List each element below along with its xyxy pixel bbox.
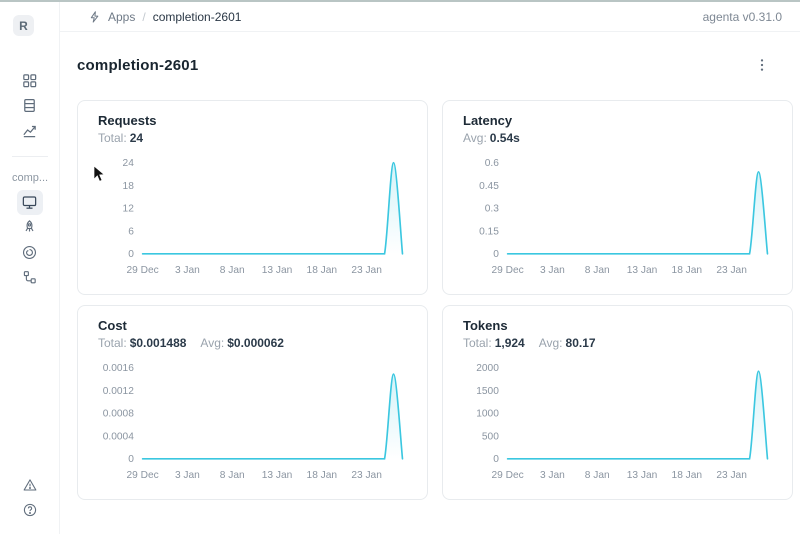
page-title: completion-2601 (77, 56, 199, 74)
svg-text:18 Jan: 18 Jan (672, 470, 703, 481)
svg-text:8 Jan: 8 Jan (585, 470, 610, 481)
svg-text:13 Jan: 13 Jan (262, 265, 293, 276)
svg-text:12: 12 (123, 204, 135, 215)
card-title: Cost (98, 318, 127, 333)
svg-text:23 Jan: 23 Jan (716, 470, 747, 481)
breadcrumb-separator: / (142, 9, 146, 24)
svg-text:8 Jan: 8 Jan (585, 265, 610, 276)
card-stats: Total: 24 (98, 131, 144, 145)
requests-line-chart: 0 6 12 18 24 29 Dec 3 Jan 8 Jan 13 Jan 18 Jan 23 J… (98, 153, 419, 281)
help-circle-icon (22, 502, 38, 518)
svg-text:0.15: 0.15 (479, 226, 499, 237)
card-stats: Total: $0.001488 Avg: $0.000062 (98, 336, 284, 350)
svg-text:29 Dec: 29 Dec (126, 265, 158, 276)
sidebar-divider (11, 156, 48, 157)
card-title: Latency (463, 113, 513, 128)
svg-text:1000: 1000 (476, 409, 499, 420)
svg-text:23 Jan: 23 Jan (351, 265, 382, 276)
svg-text:18 Jan: 18 Jan (307, 470, 338, 481)
svg-text:0.45: 0.45 (479, 181, 499, 192)
card-title: Tokens (463, 318, 508, 333)
svg-text:13 Jan: 13 Jan (627, 265, 658, 276)
playground-rocket-icon (21, 219, 38, 236)
sidebar: R (0, 2, 60, 534)
svg-text:18 Jan: 18 Jan (307, 265, 338, 276)
svg-text:0.3: 0.3 (485, 204, 499, 215)
svg-text:0: 0 (128, 249, 134, 260)
svg-text:3 Jan: 3 Jan (175, 470, 200, 481)
breadcrumb: Apps / completion-2601 (88, 10, 241, 24)
sidebar-item-apps[interactable] (17, 68, 43, 93)
breadcrumb-apps[interactable]: Apps (108, 9, 136, 24)
svg-text:18: 18 (123, 181, 135, 192)
svg-text:0.0004: 0.0004 (103, 431, 134, 442)
svg-text:8 Jan: 8 Jan (220, 265, 245, 276)
breadcrumb-current: completion-2601 (152, 9, 242, 24)
latency-line-chart: 0 0.15 0.3 0.45 0.6 29 Dec 3 Jan 8 Jan 13 Jan 18 … (463, 153, 784, 281)
svg-text:24: 24 (123, 158, 135, 169)
card-stats: Total: 1,924 Avg: 80.17 (463, 336, 596, 350)
card-stats: Avg: 0.54s (463, 131, 520, 145)
metric-cards: Requests Total: 24 0 6 12 18 24 29 Dec 3 Jan 8 J… (77, 100, 793, 500)
svg-text:13 Jan: 13 Jan (627, 470, 658, 481)
svg-text:0.0012: 0.0012 (103, 386, 134, 397)
svg-text:13 Jan: 13 Jan (262, 470, 293, 481)
svg-text:18 Jan: 18 Jan (672, 265, 703, 276)
observability-spiral-icon (21, 244, 38, 261)
svg-text:0.6: 0.6 (485, 158, 499, 169)
svg-text:29 Dec: 29 Dec (491, 470, 523, 481)
sidebar-item-playground[interactable] (17, 215, 43, 240)
card-cost: Cost Total: $0.001488 Avg: $0.000062 0 0.000… (77, 305, 428, 500)
svg-text:29 Dec: 29 Dec (491, 265, 523, 276)
sidebar-item-evaluations[interactable] (17, 118, 43, 143)
svg-text:3 Jan: 3 Jan (540, 265, 565, 276)
kebab-menu-icon[interactable] (751, 54, 773, 76)
bolt-icon (88, 10, 101, 24)
svg-text:500: 500 (482, 431, 499, 442)
card-latency: Latency Avg: 0.54s 0 0.15 0.3 0.45 0.6 29 Dec 3… (442, 100, 793, 295)
workflows-tree-icon (21, 269, 38, 286)
svg-text:23 Jan: 23 Jan (716, 265, 747, 276)
svg-text:0: 0 (493, 249, 499, 260)
svg-text:3 Jan: 3 Jan (175, 265, 200, 276)
svg-text:6: 6 (128, 226, 134, 237)
card-tokens: Tokens Total: 1,924 Avg: 80.17 0 500 1000 1500… (442, 305, 793, 500)
overview-content: completion-2601 Requests Total: 24 (60, 32, 800, 534)
svg-text:23 Jan: 23 Jan (351, 470, 382, 481)
svg-text:3 Jan: 3 Jan (540, 470, 565, 481)
svg-text:0.0008: 0.0008 (103, 409, 134, 420)
svg-text:29 Dec: 29 Dec (126, 470, 158, 481)
alert-triangle-icon (22, 477, 38, 493)
testsets-rows-icon (21, 97, 38, 114)
sidebar-item-help[interactable] (17, 497, 43, 522)
app-version-label: agenta v0.31.0 (702, 9, 782, 24)
workspace-logo[interactable]: R (13, 15, 34, 36)
apps-grid-icon (21, 72, 38, 89)
sidebar-item-workflows[interactable] (17, 265, 43, 290)
svg-text:1500: 1500 (476, 386, 499, 397)
evaluations-chart-icon (21, 122, 38, 139)
cost-line-chart: 0 0.0004 0.0008 0.0012 0.0016 29 Dec 3 Jan 8 Ja… (98, 358, 419, 486)
sidebar-app-section-label: comp... (12, 172, 49, 184)
sidebar-item-observability[interactable] (17, 240, 43, 265)
card-requests: Requests Total: 24 0 6 12 18 24 29 Dec 3 Jan 8 J… (77, 100, 428, 295)
svg-text:2000: 2000 (476, 363, 499, 374)
svg-text:0.0016: 0.0016 (103, 363, 134, 374)
card-title: Requests (98, 113, 157, 128)
sidebar-item-overview[interactable] (16, 190, 43, 215)
svg-text:0: 0 (493, 454, 499, 465)
sidebar-item-testsets[interactable] (17, 93, 43, 118)
svg-text:8 Jan: 8 Jan (220, 470, 245, 481)
window-top-edge (0, 0, 800, 2)
sidebar-item-alerts[interactable] (17, 472, 43, 497)
overview-monitor-icon (21, 194, 38, 211)
tokens-line-chart: 0 500 1000 1500 2000 29 Dec 3 Jan 8 Jan 13 Jan 18… (463, 358, 784, 486)
svg-text:0: 0 (128, 454, 134, 465)
app-header: Apps / completion-2601 agenta v0.31.0 (60, 2, 800, 32)
